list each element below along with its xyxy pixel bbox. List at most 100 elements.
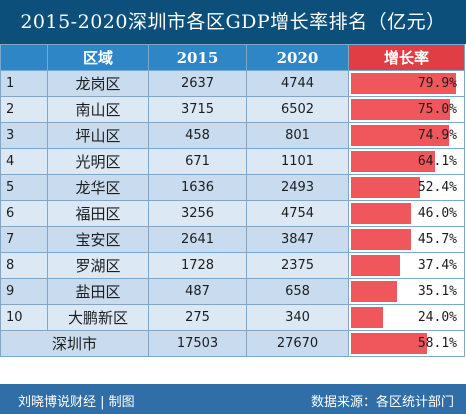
footer-credit: 刘晓博说财经 | 制图: [18, 395, 135, 410]
rank-cell: 8: [0, 252, 48, 279]
district-name: 罗湖区: [47, 252, 149, 279]
district-name: 龙岗区: [47, 70, 149, 97]
rank-cell: 7: [0, 226, 48, 253]
gdp-2015-cell: 2637: [148, 70, 247, 97]
growth-bar: [351, 281, 398, 302]
gdp-2020-cell: 658: [246, 278, 349, 305]
gdp-2020-cell: 801: [246, 122, 349, 149]
growth-cell: 35.1%: [348, 278, 465, 305]
rank-cell: 1: [0, 70, 48, 97]
growth-value: 64.1%: [417, 154, 457, 169]
growth-cell: 74.9%: [348, 122, 465, 149]
growth-bar: [351, 73, 456, 94]
gdp-2020-cell: 2375: [246, 252, 349, 279]
growth-bar: [351, 255, 401, 276]
gdp-table: 区域 2015 2020 增长率 1 龙岗区 2637 4744 79.9% 2 南山区 37…: [0, 44, 465, 357]
rank-cell: 5: [0, 174, 48, 201]
header-growth: 增长率: [348, 44, 465, 71]
growth-bar: [351, 125, 450, 146]
growth-value: 37.4%: [417, 258, 457, 273]
growth-value: 46.0%: [417, 206, 457, 221]
district-name: 南山区: [47, 96, 149, 123]
table-row: 1 龙岗区 2637 4744 79.9%: [0, 70, 465, 97]
rank-cell: 9: [0, 278, 48, 305]
table-row: 8 罗湖区 1728 2375 37.4%: [0, 252, 465, 279]
header-district: 区域: [47, 44, 149, 71]
table-row: 9 盐田区 487 658 35.1%: [0, 278, 465, 305]
growth-cell: 75.0%: [348, 96, 465, 123]
growth-cell: 37.4%: [348, 252, 465, 279]
growth-cell: 64.1%: [348, 148, 465, 175]
total-2015: 17503: [148, 330, 247, 357]
gdp-2020-cell: 2493: [246, 174, 349, 201]
growth-bar: [351, 99, 450, 120]
total-2020: 27670: [246, 330, 349, 357]
district-name: 福田区: [47, 200, 149, 227]
growth-cell: 79.9%: [348, 70, 465, 97]
district-name: 宝安区: [47, 226, 149, 253]
header-2015: 2015: [148, 44, 247, 71]
growth-bar: [351, 203, 412, 224]
table-row: 3 坪山区 458 801 74.9%: [0, 122, 465, 149]
growth-value: 52.4%: [417, 180, 457, 195]
table-row: 6 福田区 3256 4754 46.0%: [0, 200, 465, 227]
growth-value: 74.9%: [417, 128, 457, 143]
table-row: 4 光明区 671 1101 64.1%: [0, 148, 465, 175]
rank-cell: 2: [0, 96, 48, 123]
total-growth-cell: 58.1%: [348, 330, 465, 357]
growth-value: 24.0%: [417, 310, 457, 325]
growth-bar: [351, 229, 412, 250]
district-name: 盐田区: [47, 278, 149, 305]
gdp-2020-cell: 340: [246, 304, 349, 331]
total-growth-bar: [351, 333, 428, 354]
table-body: 1 龙岗区 2637 4744 79.9% 2 南山区 3715 6502 75.0% 3 坪山区 45…: [0, 70, 465, 331]
growth-value: 75.0%: [417, 102, 457, 117]
district-name: 光明区: [47, 148, 149, 175]
district-name: 坪山区: [47, 122, 149, 149]
growth-cell: 45.7%: [348, 226, 465, 253]
district-name: 龙华区: [47, 174, 149, 201]
gdp-2020-cell: 1101: [246, 148, 349, 175]
growth-bar: [351, 151, 436, 172]
growth-value: 45.7%: [417, 232, 457, 247]
rank-cell: 4: [0, 148, 48, 175]
gdp-2015-cell: 1636: [148, 174, 247, 201]
gdp-2015-cell: 487: [148, 278, 247, 305]
footer-source: 数据来源：各区统计部门: [310, 395, 454, 410]
rank-cell: 6: [0, 200, 48, 227]
growth-bar: [351, 307, 383, 328]
gdp-2015-cell: 275: [148, 304, 247, 331]
gdp-2015-cell: 671: [148, 148, 247, 175]
growth-value: 35.1%: [417, 284, 457, 299]
gdp-2015-cell: 1728: [148, 252, 247, 279]
footer: 刘晓博说财经 | 制图 数据来源：各区统计部门: [0, 384, 466, 414]
gdp-2015-cell: 458: [148, 122, 247, 149]
total-district: 深圳市: [0, 330, 149, 357]
gdp-2015-cell: 3256: [148, 200, 247, 227]
growth-cell: 52.4%: [348, 174, 465, 201]
rank-cell: 10: [0, 304, 48, 331]
page-title: 2015-2020深圳市各区GDP增长率排名（亿元）: [0, 0, 466, 44]
growth-value: 79.9%: [417, 76, 457, 91]
table-row: 5 龙华区 1636 2493 52.4%: [0, 174, 465, 201]
table-row: 7 宝安区 2641 3847 45.7%: [0, 226, 465, 253]
header-2020: 2020: [246, 44, 349, 71]
table-total-row: 深圳市 17503 27670 58.1%: [0, 330, 465, 357]
gdp-2020-cell: 4744: [246, 70, 349, 97]
gdp-2020-cell: 4754: [246, 200, 349, 227]
growth-bar: [351, 177, 420, 198]
gdp-2020-cell: 6502: [246, 96, 349, 123]
gdp-2015-cell: 2641: [148, 226, 247, 253]
header-rank: [0, 44, 48, 71]
total-growth-value: 58.1%: [417, 336, 457, 351]
table-row: 2 南山区 3715 6502 75.0%: [0, 96, 465, 123]
growth-cell: 46.0%: [348, 200, 465, 227]
gdp-2020-cell: 3847: [246, 226, 349, 253]
district-name: 大鹏新区: [47, 304, 149, 331]
table-header-row: 区域 2015 2020 增长率: [0, 44, 465, 71]
table-row: 10 大鹏新区 275 340 24.0%: [0, 304, 465, 331]
growth-cell: 24.0%: [348, 304, 465, 331]
gdp-2015-cell: 3715: [148, 96, 247, 123]
rank-cell: 3: [0, 122, 48, 149]
